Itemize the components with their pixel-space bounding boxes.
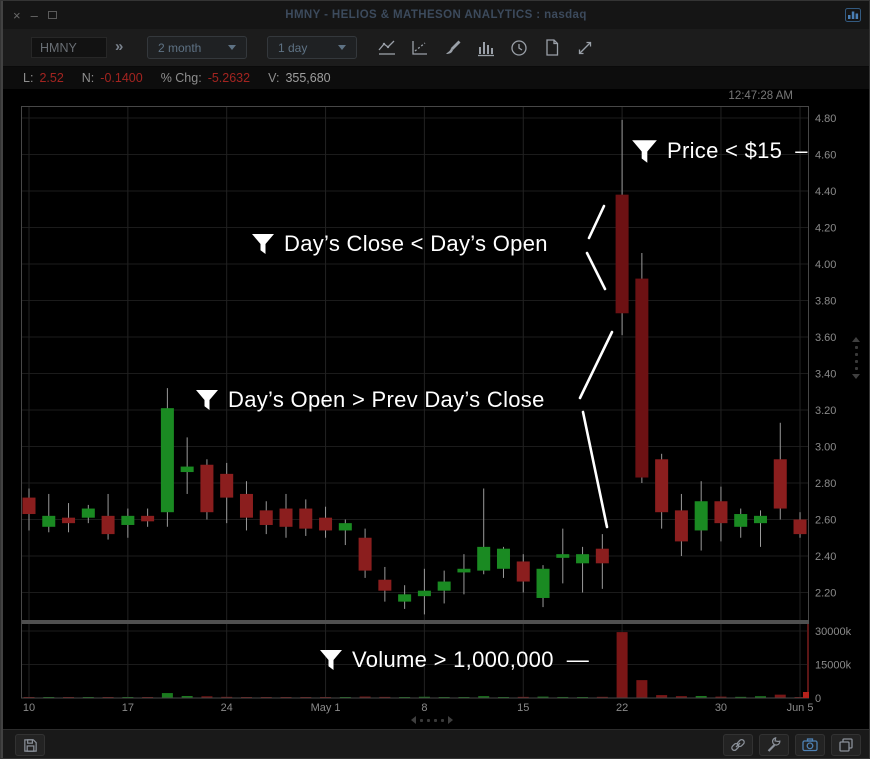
volume-label: V: <box>268 71 280 85</box>
bottom-toolbar <box>1 729 869 758</box>
svg-text:15000k: 15000k <box>815 660 852 672</box>
svg-text:3.20: 3.20 <box>815 405 836 417</box>
brush-icon <box>446 40 461 54</box>
expand-chevrons-icon[interactable]: » <box>115 38 124 55</box>
vertical-scroll-handle[interactable] <box>850 337 862 379</box>
range-value: 2 month <box>158 40 202 55</box>
linear-regression-icon <box>412 41 427 55</box>
quote-status-bar: L: 2.52 N: -0.1400 % Chg: -5.2632 V: 355,680 <box>1 67 869 89</box>
svg-text:3.40: 3.40 <box>815 369 836 381</box>
svg-text:17: 17 <box>122 702 134 714</box>
svg-text:4.60: 4.60 <box>815 150 836 162</box>
last-label: L: <box>23 71 34 85</box>
copy-icon <box>839 738 853 752</box>
filter-annotation-open-prev-close: Day’s Open > Prev Day’s Close <box>195 387 545 413</box>
chevron-down-icon <box>228 45 236 50</box>
drawing-brush-button[interactable] <box>441 36 465 60</box>
filter-annotation-price: Price < $15 – <box>631 138 808 164</box>
filter-label: Price < $15 <box>667 138 783 163</box>
range-dropdown[interactable]: 2 month <box>147 36 247 59</box>
filter-label: Volume > 1,000,000 <box>352 647 554 672</box>
minimize-button[interactable]: – <box>30 7 38 23</box>
svg-text:2.80: 2.80 <box>815 478 836 490</box>
clock-button[interactable] <box>507 36 531 60</box>
line-chart-button[interactable] <box>375 36 399 60</box>
line-chart-icon <box>378 40 395 55</box>
pct-chg-value: -5.2632 <box>207 71 251 85</box>
window-title: HMNY - HELIOS & MATHESON ANALYTICS : nas… <box>285 9 587 21</box>
funnel-icon <box>196 390 218 410</box>
pct-chg-label: % Chg: <box>160 71 202 85</box>
filter-annotation-volume: Volume > 1,000,000 — <box>319 647 589 673</box>
svg-text:15: 15 <box>517 702 529 714</box>
clock-readout: 12:47:28 AM <box>728 90 793 102</box>
svg-text:10: 10 <box>23 702 35 714</box>
net-label: N: <box>81 71 95 85</box>
price-volume-chart[interactable]: 4.80 4.60 4.40 4.20 4.00 3.80 3.60 3.40 3.20 3.00… <box>21 106 867 718</box>
link-icon <box>731 739 745 751</box>
link-button[interactable] <box>723 734 753 756</box>
svg-text:4.80: 4.80 <box>815 113 836 125</box>
svg-text:3.00: 3.00 <box>815 442 836 454</box>
svg-text:2.40: 2.40 <box>815 551 836 563</box>
filter-label: Day’s Open > Prev Day’s Close <box>228 387 545 412</box>
snapshot-camera-button[interactable] <box>795 734 825 756</box>
svg-text:3.60: 3.60 <box>815 332 836 344</box>
clock-icon <box>511 40 527 56</box>
last-value: 2.52 <box>39 71 64 85</box>
volume-histogram-button[interactable] <box>474 36 498 60</box>
camera-icon <box>802 738 818 752</box>
pointer-dash: — <box>566 647 590 672</box>
close-button[interactable]: × <box>13 7 21 23</box>
svg-text:4.40: 4.40 <box>815 186 836 198</box>
svg-text:May 1: May 1 <box>311 702 341 714</box>
svg-text:2.60: 2.60 <box>815 515 836 527</box>
interval-value: 1 day <box>278 40 308 55</box>
interval-dropdown[interactable]: 1 day <box>267 36 357 59</box>
svg-text:24: 24 <box>221 702 233 714</box>
maximize-button[interactable] <box>47 11 57 19</box>
settings-wrench-button[interactable] <box>759 734 789 756</box>
expand-arrows-button[interactable] <box>573 36 597 60</box>
svg-text:0: 0 <box>815 693 821 705</box>
svg-text:22: 22 <box>616 702 628 714</box>
volume-value: 355,680 <box>285 71 331 85</box>
expand-arrows-icon <box>578 41 592 55</box>
pointer-dash: – <box>795 138 808 163</box>
filter-annotation-close-open: Day’s Close < Day’s Open <box>251 231 548 257</box>
document-icon <box>546 39 559 56</box>
chart-toolbar: » 2 month 1 day <box>1 29 869 67</box>
histogram-icon <box>478 42 494 57</box>
funnel-icon <box>632 139 657 163</box>
symbol-input[interactable] <box>31 37 107 58</box>
filter-label: Day’s Close < Day’s Open <box>284 231 548 256</box>
save-button[interactable] <box>15 734 45 756</box>
svg-text:8: 8 <box>421 702 427 714</box>
copy-chart-button[interactable] <box>831 734 861 756</box>
funnel-icon <box>252 234 274 254</box>
chart-region: 12:47:28 AM 4.80 4.60 4.40 4.20 4.00 3.80 3.60… <box>1 89 869 729</box>
linear-regression-button[interactable] <box>408 36 432 60</box>
svg-text:4.20: 4.20 <box>815 223 836 235</box>
chevron-down-icon <box>338 45 346 50</box>
horizontal-scroll-handle[interactable] <box>411 715 453 725</box>
save-icon <box>23 738 37 752</box>
svg-text:3.80: 3.80 <box>815 296 836 308</box>
svg-text:4.00: 4.00 <box>815 259 836 271</box>
funnel-icon <box>320 650 342 670</box>
chart-style-icon[interactable] <box>845 8 861 27</box>
document-button[interactable] <box>540 36 564 60</box>
title-bar[interactable]: × – HMNY - HELIOS & MATHESON ANALYTICS :… <box>1 1 869 29</box>
svg-text:Jun 5: Jun 5 <box>787 702 814 714</box>
wrench-icon <box>767 737 781 752</box>
svg-text:30000k: 30000k <box>815 626 852 638</box>
svg-text:30: 30 <box>715 702 727 714</box>
svg-text:2.20: 2.20 <box>815 588 836 600</box>
net-value: -0.1400 <box>100 71 143 85</box>
